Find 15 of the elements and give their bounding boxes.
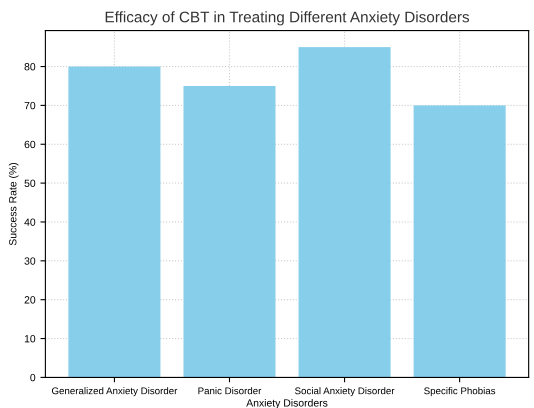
y-axis-title: Success Rate (%) — [8, 162, 19, 246]
x-tick-label: Generalized Anxiety Disorder — [52, 387, 178, 396]
x-tick-label: Specific Phobias — [424, 387, 496, 396]
y-tick-label: 70 — [24, 102, 36, 110]
y-tick-label: 10 — [24, 335, 36, 342]
y-tick-label: 20 — [24, 296, 36, 304]
y-tick-label: 60 — [24, 140, 36, 148]
chart-title: Efficacy of CBT in Treating Different Anxiety Disorders — [106, 11, 470, 26]
y-tick-label: 80 — [24, 63, 36, 70]
y-tick-label: 30 — [24, 257, 36, 265]
x-tick-label: Social Anxiety Disorder — [295, 387, 394, 396]
y-tick-label: 50 — [24, 180, 36, 187]
y-tick-label: 0 — [30, 374, 36, 382]
y-tick-label: 40 — [24, 218, 36, 226]
x-tick-label: Panic Disorder — [198, 387, 262, 394]
